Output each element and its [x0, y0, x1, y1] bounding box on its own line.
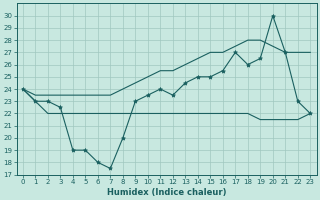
- X-axis label: Humidex (Indice chaleur): Humidex (Indice chaleur): [107, 188, 226, 197]
